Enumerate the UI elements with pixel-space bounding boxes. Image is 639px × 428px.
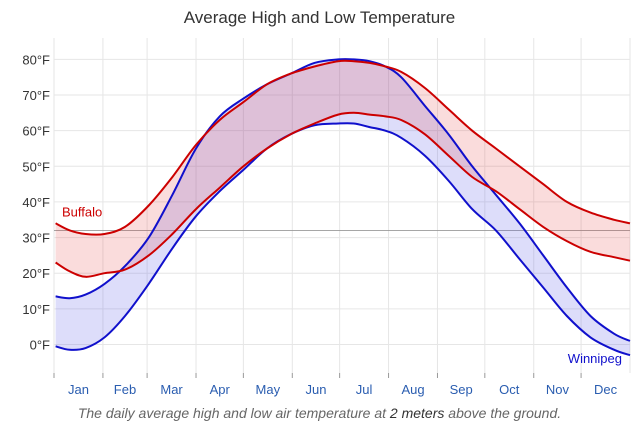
x-tick-label: May: [256, 382, 281, 397]
x-tick-label: Feb: [114, 382, 136, 397]
series-label-buffalo: Buffalo: [62, 204, 102, 219]
series-label-winnipeg: Winnipeg: [568, 351, 622, 366]
y-tick-label: 40°F: [22, 195, 50, 210]
axes: 0°F 10°F 20°F 30°F 40°F 50°F 60°F 70°F 80°F Jan Fe…: [22, 52, 617, 397]
x-tick-label: Apr: [210, 382, 231, 397]
x-tick-label: Mar: [160, 382, 183, 397]
temperature-bands: [55, 59, 631, 356]
y-tick-label: 0°F: [30, 337, 50, 352]
chart-title: Average High and Low Temperature: [183, 8, 456, 27]
low-line-winnipeg: [55, 122, 631, 357]
band-winnipeg: [55, 59, 631, 356]
x-tick-label: Jan: [68, 382, 89, 397]
y-tick-label: 30°F: [22, 231, 50, 246]
x-tick-label: Jun: [305, 382, 326, 397]
y-tick-label: 60°F: [22, 124, 50, 139]
caption-emphasis: 2 meters: [389, 405, 445, 421]
chart-caption: The daily average high and low air tempe…: [0, 405, 639, 421]
x-tick-label: Dec: [594, 382, 618, 397]
high-line-buffalo: [55, 59, 631, 236]
x-tick-label: Sep: [450, 382, 473, 397]
x-tick-label: Oct: [499, 382, 520, 397]
temperature-lines: [55, 58, 631, 357]
low-line-buffalo: [55, 111, 631, 278]
caption-suffix: above the ground.: [444, 405, 562, 421]
band-buffalo: [55, 60, 631, 277]
y-tick-label: 50°F: [22, 159, 50, 174]
x-tick-label: Aug: [401, 382, 424, 397]
high-line-winnipeg: [55, 58, 631, 342]
x-tick-label: Jul: [356, 382, 373, 397]
y-tick-label: 80°F: [22, 52, 50, 67]
series-labels: Buffalo Winnipeg: [62, 204, 622, 366]
y-tick-label: 70°F: [22, 88, 50, 103]
y-tick-label: 20°F: [22, 266, 50, 281]
y-tick-label: 10°F: [22, 302, 50, 317]
caption-prefix: The daily average high and low air tempe…: [77, 405, 390, 421]
x-tick-label: Nov: [546, 382, 570, 397]
